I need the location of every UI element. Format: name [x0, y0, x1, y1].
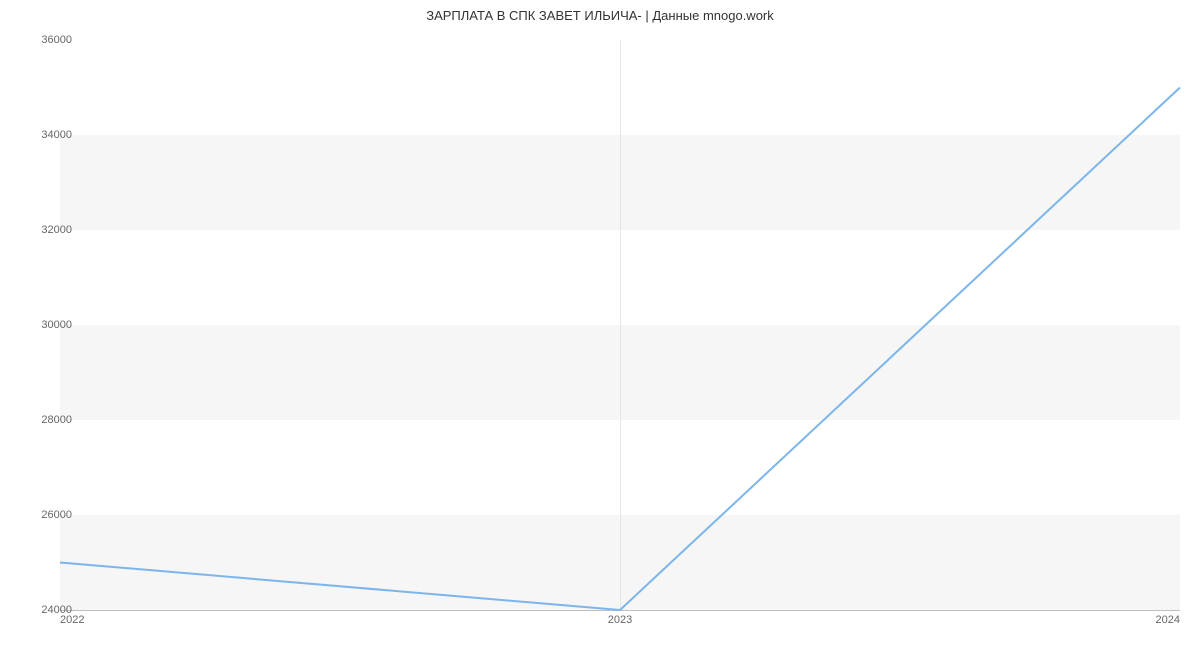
y-tick-label: 34000 [41, 129, 72, 141]
y-tick-label: 26000 [41, 509, 72, 521]
series-line-salary [60, 88, 1180, 611]
y-tick-label: 32000 [41, 224, 72, 236]
x-tick-label: 2024 [1156, 614, 1180, 626]
y-tick-label: 28000 [41, 414, 72, 426]
line-layer [60, 40, 1180, 610]
x-tick-label: 2022 [60, 614, 84, 626]
y-tick-label: 30000 [41, 319, 72, 331]
salary-chart: ЗАРПЛАТА В СПК ЗАВЕТ ИЛЬИЧА- | Данные mn… [0, 0, 1200, 650]
chart-title: ЗАРПЛАТА В СПК ЗАВЕТ ИЛЬИЧА- | Данные mn… [0, 8, 1200, 23]
plot-area [60, 40, 1180, 611]
x-tick-label: 2023 [608, 614, 632, 626]
y-tick-label: 36000 [41, 34, 72, 46]
